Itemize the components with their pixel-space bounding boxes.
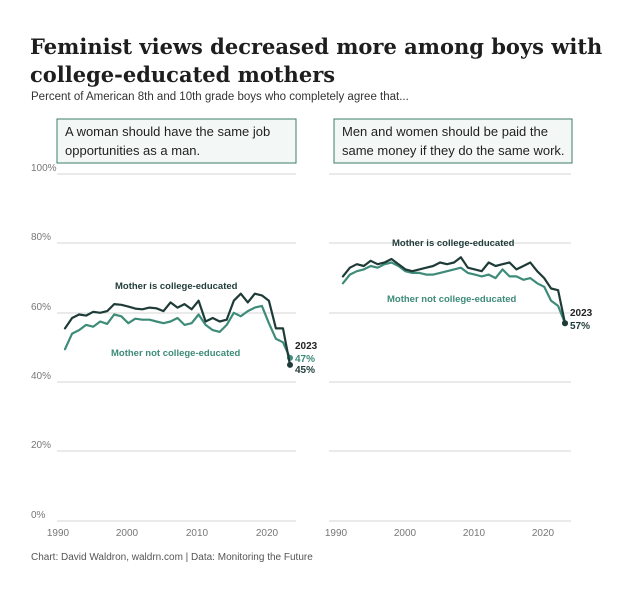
xtick-label: 2000	[116, 528, 139, 539]
panel-title-line: same money if they do the same work.	[342, 143, 565, 158]
series-line	[63, 292, 292, 366]
panel-title-line: A woman should have the same job	[65, 124, 270, 139]
series-line	[341, 261, 567, 325]
panel-title-line: Men and women should be paid the	[342, 124, 548, 139]
xtick-label: 2000	[394, 528, 417, 539]
panel-title-left: A woman should have the same job opportu…	[56, 118, 297, 164]
xtick-label: 1990	[47, 528, 70, 539]
source-note: Chart: David Waldron, waldrn.com | Data:…	[31, 552, 313, 563]
ytick-label: 40%	[31, 371, 51, 382]
chart-subtitle: Percent of American 8th and 10th grade b…	[31, 91, 409, 103]
end-year-label-right: 2023	[570, 308, 593, 319]
ytick-label: 100%	[31, 163, 57, 174]
ytick-label: 60%	[31, 302, 51, 313]
xtick-label: 2010	[186, 528, 209, 539]
end-value-label-not-college-left: 47%	[295, 354, 315, 365]
series-end-point	[287, 361, 293, 368]
end-year-label-left: 2023	[295, 341, 318, 352]
panel-title-right: Men and women should be paid the same mo…	[333, 118, 573, 164]
ytick-label: 20%	[31, 440, 51, 451]
ytick-label: 80%	[31, 232, 51, 243]
gridlines-right	[329, 173, 571, 522]
series-lines	[63, 256, 568, 368]
series-end-point	[562, 320, 568, 327]
series-label-not-college-left: Mother not college-educated	[111, 348, 241, 359]
ytick-label: 0%	[31, 510, 46, 521]
end-value-label-right: 57%	[570, 321, 590, 332]
series-label-college-left: Mother is college-educated	[115, 281, 238, 292]
xtick-label: 2010	[463, 528, 486, 539]
panel-title-line: opportunities as a man.	[65, 143, 200, 158]
series-line	[63, 304, 292, 359]
xtick-label: 1990	[325, 528, 348, 539]
series-line	[341, 256, 567, 325]
xtick-label: 2020	[532, 528, 555, 539]
end-value-label-college-left: 45%	[295, 365, 315, 376]
series-label-not-college-right: Mother not college-educated	[387, 294, 517, 305]
series-label-college-right: Mother is college-educated	[392, 238, 515, 249]
chart-title: Feminist views decreased more among boys…	[30, 34, 603, 87]
xtick-label: 2020	[256, 528, 279, 539]
